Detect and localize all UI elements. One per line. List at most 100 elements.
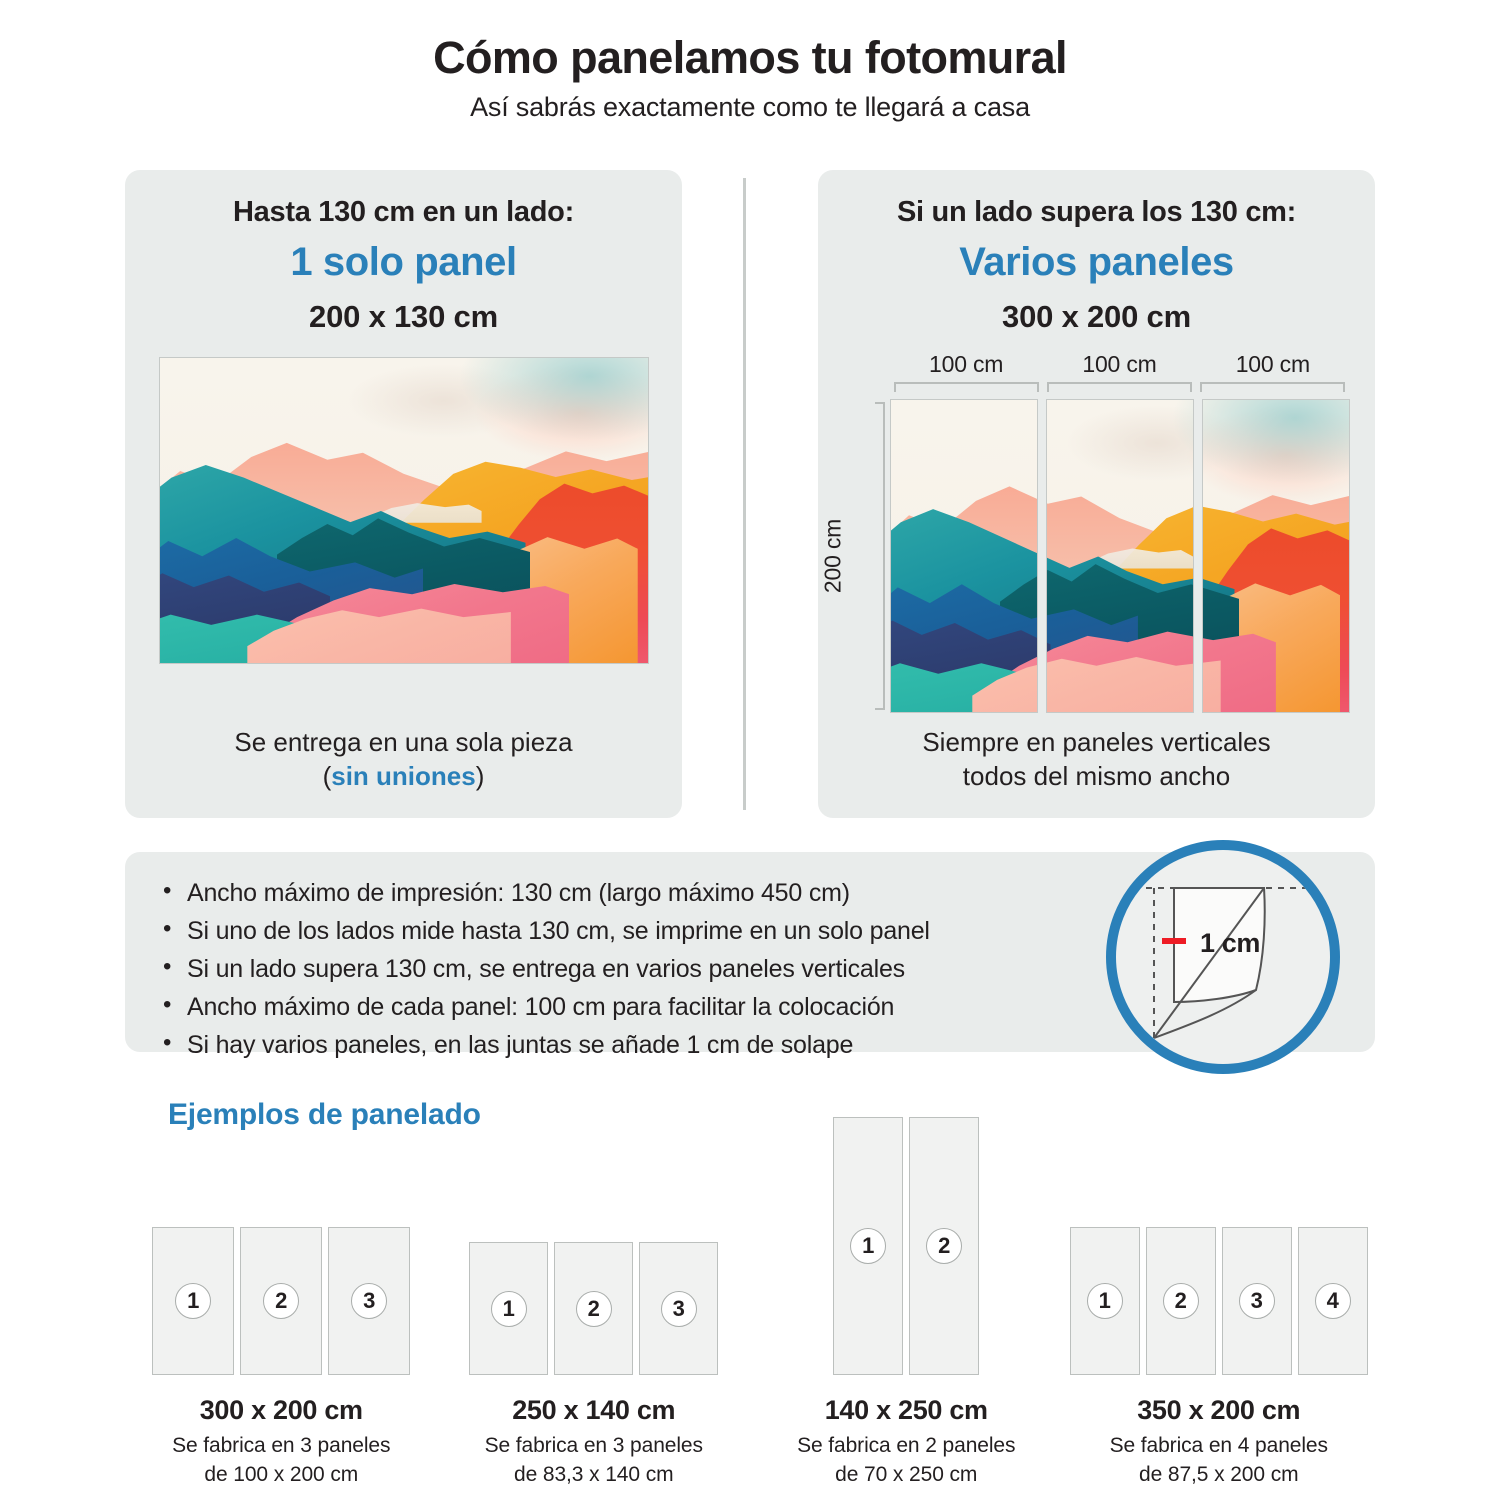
example-2: 1 2 3 250 x 140 cm Se fabrica en 3 panel… bbox=[438, 1090, 751, 1490]
rules-item: Ancho máximo de cada panel: 100 cm para … bbox=[157, 987, 1375, 1026]
panel-number: 2 bbox=[263, 1283, 300, 1320]
example-3-size: 140 x 250 cm bbox=[824, 1395, 988, 1426]
example-3-stack: 1 2 bbox=[833, 1090, 980, 1376]
artwork-layer-foreground-salmon bbox=[1202, 656, 1221, 712]
example-1-desc: Se fabrica en 3 paneles de 100 x 200 cm bbox=[172, 1432, 390, 1490]
artwork-panel-1 bbox=[889, 399, 1038, 713]
panel-number: 3 bbox=[660, 1290, 697, 1327]
examples-title: Ejemplos de panelado bbox=[168, 1098, 481, 1131]
ruler-top-1: 100 cm bbox=[890, 351, 1043, 399]
artwork-layer-highlight bbox=[374, 503, 482, 523]
example-2-desc: Se fabrica en 3 paneles de 83,3 x 140 cm bbox=[485, 1432, 703, 1490]
card-right-footer-line2: todos del mismo ancho bbox=[962, 761, 1231, 792]
ruler-top-group: 100 cm 100 cm 100 cm bbox=[890, 351, 1350, 399]
example-3-desc: Se fabrica en 2 paneles de 70 x 250 cm bbox=[797, 1432, 1015, 1490]
example-panel: 1 bbox=[469, 1242, 549, 1376]
example-3-panels: 1 2 bbox=[833, 1117, 980, 1376]
panel-number: 2 bbox=[575, 1290, 612, 1327]
ruler-top-1-bracket bbox=[893, 382, 1039, 392]
example-4-desc-line1: Se fabrica en 4 paneles bbox=[1109, 1434, 1328, 1458]
rules-list: Ancho máximo de impresión: 130 cm (largo… bbox=[125, 852, 1375, 1064]
card-left-footer-line1: Se entrega en una sola pieza bbox=[234, 726, 573, 757]
ruler-side-bracket bbox=[874, 402, 885, 710]
artwork-layer-foreground-salmon bbox=[1046, 656, 1193, 712]
ruler-top-3-bracket bbox=[1200, 382, 1346, 392]
card-right-condition: Si un lado supera los 130 cm: bbox=[896, 196, 1297, 228]
artwork-panel-3 bbox=[1201, 399, 1350, 713]
ruler-top-3-label: 100 cm bbox=[1235, 351, 1310, 377]
ruler-side: 200 cm bbox=[820, 399, 890, 713]
page-header: Cómo panelamos tu fotomural Así sabrás e… bbox=[0, 0, 1500, 123]
card-left-footer: Se entrega en una sola pieza (sin unione… bbox=[234, 725, 572, 794]
curled-paper-icon bbox=[1134, 887, 1312, 1039]
card-left-footer-highlight: sin uniones bbox=[331, 761, 476, 792]
example-1: 1 2 3 300 x 200 cm Se fabrica en 3 panel… bbox=[125, 1090, 438, 1490]
example-panel: 2 bbox=[909, 1117, 980, 1376]
example-4-size: 350 x 200 cm bbox=[1137, 1395, 1301, 1426]
ruler-top-2: 100 cm bbox=[1043, 351, 1196, 399]
card-left-condition: Hasta 130 cm en un lado: bbox=[233, 196, 574, 228]
artwork-panels-row bbox=[889, 399, 1350, 713]
example-4-panels: 1 2 3 4 bbox=[1069, 1227, 1368, 1376]
example-1-panels: 1 2 3 bbox=[152, 1227, 411, 1376]
overlap-tick-marker bbox=[1162, 938, 1186, 944]
example-2-panels: 1 2 3 bbox=[469, 1242, 719, 1376]
paren-close: ) bbox=[475, 761, 485, 792]
example-panel: 4 bbox=[1297, 1227, 1368, 1376]
artwork-layer-highlight bbox=[1091, 548, 1193, 569]
panel-number: 1 bbox=[175, 1283, 212, 1320]
panel-number: 4 bbox=[1314, 1283, 1351, 1320]
ruler-top-3: 100 cm bbox=[1196, 351, 1349, 399]
examples-row: 1 2 3 300 x 200 cm Se fabrica en 3 panel… bbox=[125, 1090, 1375, 1490]
artwork-single-panel bbox=[158, 357, 649, 664]
example-2-desc-line1: Se fabrica en 3 paneles bbox=[484, 1434, 703, 1458]
example-1-desc-line2: de 100 x 200 cm bbox=[204, 1463, 359, 1487]
rules-item: Ancho máximo de impresión: 130 cm (largo… bbox=[157, 873, 1375, 912]
rules-item: Si un lado supera 130 cm, se entrega en … bbox=[157, 949, 1375, 988]
example-panel: 1 bbox=[833, 1117, 904, 1376]
example-panel: 3 bbox=[1221, 1227, 1292, 1376]
example-3-desc-line1: Se fabrica en 2 paneles bbox=[797, 1434, 1016, 1458]
panel-number: 2 bbox=[1162, 1283, 1199, 1320]
cards-divider bbox=[743, 178, 746, 810]
panel-number: 1 bbox=[490, 1290, 527, 1327]
paren-open: ( bbox=[322, 761, 332, 792]
ruler-top-2-label: 100 cm bbox=[1082, 351, 1157, 377]
card-left-result: 1 solo panel bbox=[290, 240, 517, 284]
example-2-desc-line2: de 83,3 x 140 cm bbox=[513, 1463, 674, 1487]
example-3-desc-line2: de 70 x 250 cm bbox=[835, 1463, 978, 1487]
card-single-panel: Hasta 130 cm en un lado: 1 solo panel 20… bbox=[125, 170, 682, 818]
panel-number: 1 bbox=[1086, 1283, 1123, 1320]
example-2-size: 250 x 140 cm bbox=[512, 1395, 676, 1426]
card-right-size: 300 x 200 cm bbox=[1002, 299, 1191, 334]
ruler-top-1-label: 100 cm bbox=[929, 351, 1004, 377]
example-panel: 2 bbox=[240, 1227, 323, 1376]
card-right-result: Varios paneles bbox=[959, 240, 1234, 284]
example-panel: 1 bbox=[1069, 1227, 1140, 1376]
card-left-size: 200 x 130 cm bbox=[309, 299, 498, 334]
example-4: 1 2 3 4 350 x 200 cm Se fabrica en 4 pan… bbox=[1063, 1090, 1376, 1490]
example-1-size: 300 x 200 cm bbox=[199, 1395, 363, 1426]
example-panel: 3 bbox=[639, 1242, 719, 1376]
example-panel: 2 bbox=[1145, 1227, 1216, 1376]
panel-number: 1 bbox=[850, 1228, 887, 1265]
overlap-label: 1 cm bbox=[1200, 928, 1260, 958]
ruler-top-2-bracket bbox=[1046, 382, 1193, 392]
overlap-badge: 1 cm bbox=[1106, 840, 1340, 1074]
example-panel: 1 bbox=[152, 1227, 235, 1376]
rules-item: Si uno de los lados mide hasta 130 cm, s… bbox=[157, 911, 1375, 950]
card-right-footer: Siempre en paneles verticales todos del … bbox=[922, 725, 1270, 794]
rules-item: Si hay varios paneles, en las juntas se … bbox=[157, 1025, 1375, 1064]
example-4-stack: 1 2 3 4 bbox=[1069, 1090, 1368, 1376]
panel-number: 2 bbox=[926, 1228, 963, 1265]
example-panel: 3 bbox=[328, 1227, 411, 1376]
card-right-footer-line1: Siempre en paneles verticales bbox=[922, 726, 1271, 757]
panel-number: 3 bbox=[351, 1283, 388, 1320]
artwork-multi-panel-block: 100 cm 100 cm 100 cm 200 cm bbox=[820, 351, 1350, 713]
page-subtitle: Así sabrás exactamente como te llegará a… bbox=[470, 92, 1030, 123]
example-4-desc: Se fabrica en 4 paneles de 87,5 x 200 cm bbox=[1110, 1432, 1328, 1490]
example-3: 1 2 140 x 250 cm Se fabrica en 2 paneles… bbox=[750, 1090, 1063, 1490]
example-1-desc-line1: Se fabrica en 3 paneles bbox=[172, 1434, 391, 1458]
ruler-side-label: 200 cm bbox=[819, 518, 846, 594]
example-4-desc-line2: de 87,5 x 200 cm bbox=[1138, 1463, 1299, 1487]
